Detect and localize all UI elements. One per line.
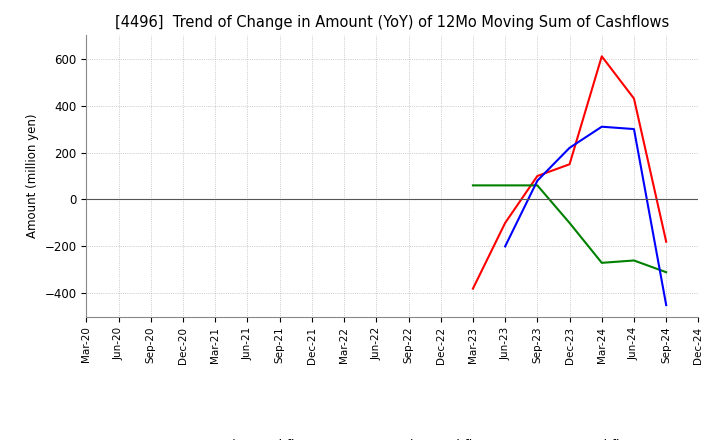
Operating Cashflow <box>565 161 574 167</box>
Operating Cashflow <box>469 286 477 291</box>
Investing Cashflow <box>565 220 574 226</box>
Free Cashflow <box>598 124 606 129</box>
Free Cashflow <box>501 244 510 249</box>
Investing Cashflow <box>469 183 477 188</box>
Legend: Operating Cashflow, Investing Cashflow, Free Cashflow: Operating Cashflow, Investing Cashflow, … <box>143 434 642 440</box>
Line: Free Cashflow: Free Cashflow <box>505 127 666 305</box>
Operating Cashflow <box>630 96 639 101</box>
Free Cashflow <box>565 145 574 150</box>
Operating Cashflow <box>533 173 541 179</box>
Investing Cashflow <box>598 260 606 265</box>
Y-axis label: Amount (million yen): Amount (million yen) <box>26 114 39 238</box>
Investing Cashflow <box>662 270 670 275</box>
Title: [4496]  Trend of Change in Amount (YoY) of 12Mo Moving Sum of Cashflows: [4496] Trend of Change in Amount (YoY) o… <box>115 15 670 30</box>
Free Cashflow <box>630 126 639 132</box>
Investing Cashflow <box>533 183 541 188</box>
Operating Cashflow <box>662 239 670 244</box>
Operating Cashflow <box>501 220 510 226</box>
Investing Cashflow <box>630 258 639 263</box>
Free Cashflow <box>662 302 670 308</box>
Free Cashflow <box>533 178 541 183</box>
Line: Investing Cashflow: Investing Cashflow <box>473 185 666 272</box>
Line: Operating Cashflow: Operating Cashflow <box>473 56 666 289</box>
Investing Cashflow <box>501 183 510 188</box>
Operating Cashflow <box>598 54 606 59</box>
